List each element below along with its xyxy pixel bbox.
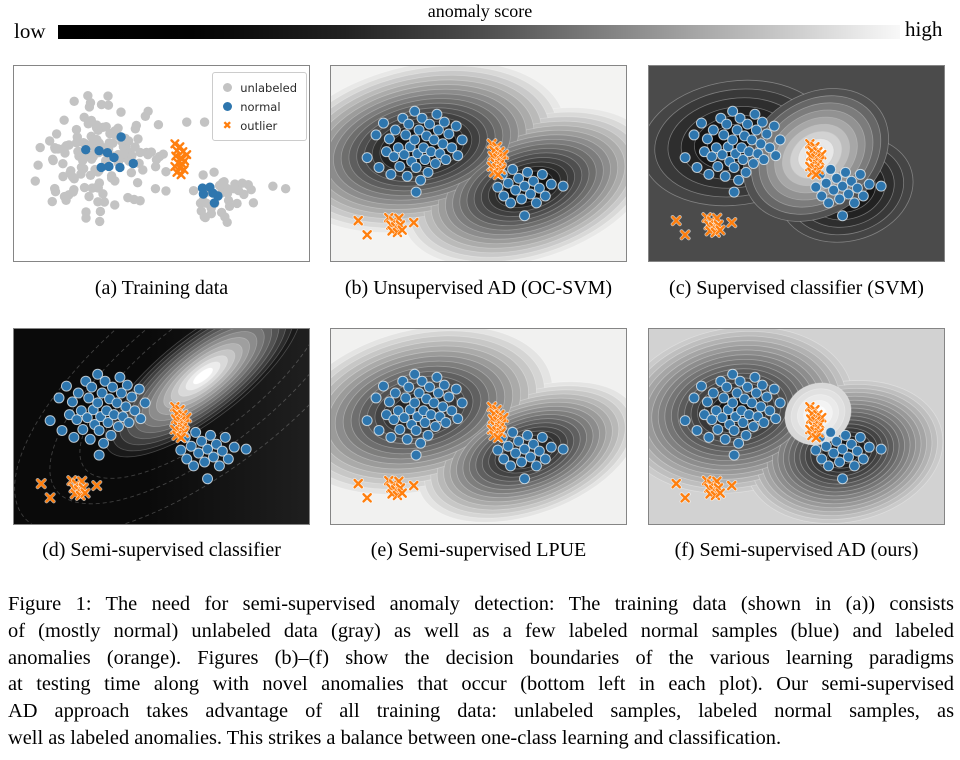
caption-line: Figure 1: The need for semi-supervised a… [8, 593, 954, 615]
plot-canvas-f [648, 328, 945, 525]
scatter-layer-orange_novel [670, 212, 738, 241]
caption-line: AD approach takes advantage of all train… [8, 700, 954, 723]
scatter-layer-blue_main [361, 368, 468, 461]
subcaption-c: (c) Supervised classifier (SVM) [669, 277, 924, 299]
plot-canvas-c [648, 65, 945, 262]
scatter-layer-blue_main [44, 368, 151, 461]
scatter-layer-orange_train [804, 138, 828, 181]
panel-e-lpue-plot [330, 328, 627, 525]
plot-canvas-d [13, 328, 310, 525]
caption-line: at testing time along with novel anomali… [8, 673, 954, 696]
scatter-layer-gray_extra [143, 106, 291, 195]
panel-b-ocsvm-plot [330, 65, 627, 262]
subcaption-f: (f) Semi-supervised AD (ours) [674, 539, 919, 561]
colorbar-high-label: high [905, 17, 943, 41]
contour-blobs [104, 328, 302, 458]
subcaption-b: (b) Unsupervised AD (OC-SVM) [344, 277, 613, 299]
contour-rings [14, 328, 310, 525]
panel-f-semisupervised-ad-plot [648, 328, 945, 525]
scatter-layer-blue_small [810, 163, 887, 222]
scatter-layer-gray_clusters [30, 91, 259, 227]
plot-canvas-e [330, 328, 627, 525]
scatter-layer-blue_small [810, 426, 887, 485]
x-marker-icon: ✖ [222, 119, 232, 132]
scatter-layer-blue_main [679, 368, 786, 461]
scatter-layer-orange_train [486, 138, 510, 181]
scatter-layer-blue_small [492, 426, 569, 485]
scatter-layer-blue_main [679, 105, 786, 198]
scatter-layer-orange_train [486, 401, 510, 444]
legend: unlabeled normal ✖ outlier [212, 72, 307, 141]
scatter-layer-orange_train [169, 401, 193, 444]
legend-item-outlier: ✖ outlier [220, 116, 297, 135]
scatter-layer-orange_novel [35, 475, 103, 504]
scatter-layer-orange_novel [670, 475, 738, 504]
subcaption-e: (e) Semi-supervised LPUE [370, 539, 587, 561]
panel-c-svm-plot [648, 65, 945, 262]
subcaption-a: (a) Training data [94, 277, 229, 299]
circle-marker-icon [220, 101, 234, 113]
figure-caption: Figure 1: The need for semi-supervised a… [8, 591, 954, 752]
panel-a-training-data-plot: unlabeled normal ✖ outlier [13, 65, 310, 262]
panel-d-semisupervised-classifier-plot [13, 328, 310, 525]
legend-item-normal: normal [220, 97, 297, 116]
scatter-layer-orange_train [804, 401, 828, 444]
legend-label: normal [240, 99, 281, 114]
circle-marker-icon [220, 82, 234, 94]
legend-label: outlier [240, 118, 278, 133]
scatter-layer-blue_a_small [197, 182, 223, 208]
caption-line: anomalies (orange). Figures (b)–(f) show… [8, 646, 954, 669]
scatter-layer-orange_train [170, 139, 192, 180]
legend-item-unlabeled: unlabeled [220, 78, 297, 97]
colorbar-low-label: low [14, 19, 46, 43]
scatter-layer-orange_novel [352, 212, 420, 241]
scatter-layer-blue_a_main [81, 132, 138, 173]
subcaption-d: (d) Semi-supervised classifier [42, 539, 281, 561]
plot-canvas-b [330, 65, 627, 262]
colorbar-gradient [58, 25, 900, 39]
scatter-layer-orange_novel [352, 475, 420, 504]
caption-line: well as labeled anomalies. This strikes … [8, 726, 782, 749]
colorbar-title: anomaly score [427, 1, 533, 21]
caption-line: of (mostly normal) unlabeled data (gray)… [8, 619, 954, 642]
legend-label: unlabeled [240, 80, 297, 95]
scatter-layer-blue_main [361, 105, 468, 198]
